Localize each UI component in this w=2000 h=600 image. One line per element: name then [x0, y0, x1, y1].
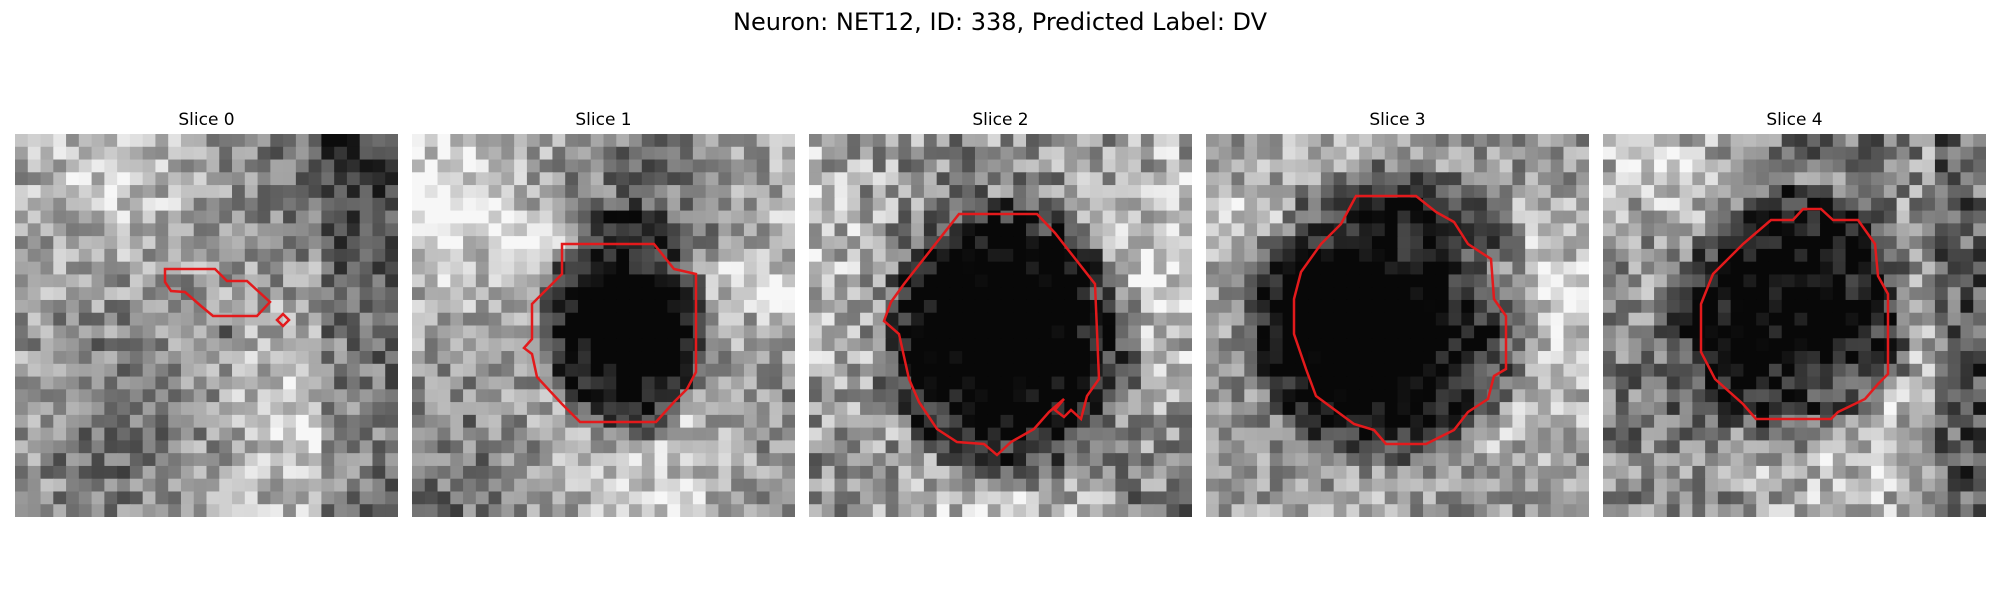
- slice-image: [809, 134, 1192, 517]
- slice-image-svg: [809, 134, 1192, 517]
- slice-panel-3: Slice 3: [1206, 108, 1589, 517]
- soma-contour: [163, 267, 291, 328]
- slice-pixel-grid: [15, 134, 398, 517]
- slice-panel-2: Slice 2: [809, 108, 1192, 517]
- slice-panel-4: Slice 4: [1603, 108, 1986, 517]
- slice-title: Slice 4: [1766, 110, 1823, 130]
- slice-pixel-grid: [412, 134, 795, 517]
- slice-title: Slice 0: [178, 110, 235, 130]
- slice-image-svg: [15, 134, 398, 517]
- slice-image: [15, 134, 398, 517]
- soma-contour: [522, 242, 698, 424]
- soma-contour: [882, 212, 1101, 457]
- slice-pixel-grid: [1206, 134, 1589, 517]
- slice-image: [412, 134, 795, 517]
- figure-title: Neuron: NET12, ID: 338, Predicted Label:…: [732, 8, 1268, 36]
- slice-image-svg: [1206, 134, 1589, 517]
- slice-image-svg: [412, 134, 795, 517]
- slice-panel-0: Slice 0: [15, 108, 398, 517]
- slice-panel-1: Slice 1: [412, 108, 795, 517]
- slice-title: Slice 3: [1369, 110, 1426, 130]
- slice-title: Slice 2: [972, 110, 1029, 130]
- slice-image: [1206, 134, 1589, 517]
- slice-image: [1603, 134, 1986, 517]
- slice-pixel-grid: [809, 134, 1192, 517]
- soma-contour: [1292, 194, 1508, 446]
- slice-pixel-grid: [1603, 134, 1986, 517]
- slice-title: Slice 1: [575, 110, 632, 130]
- slice-image-svg: [1603, 134, 1986, 517]
- soma-contour: [1699, 207, 1890, 421]
